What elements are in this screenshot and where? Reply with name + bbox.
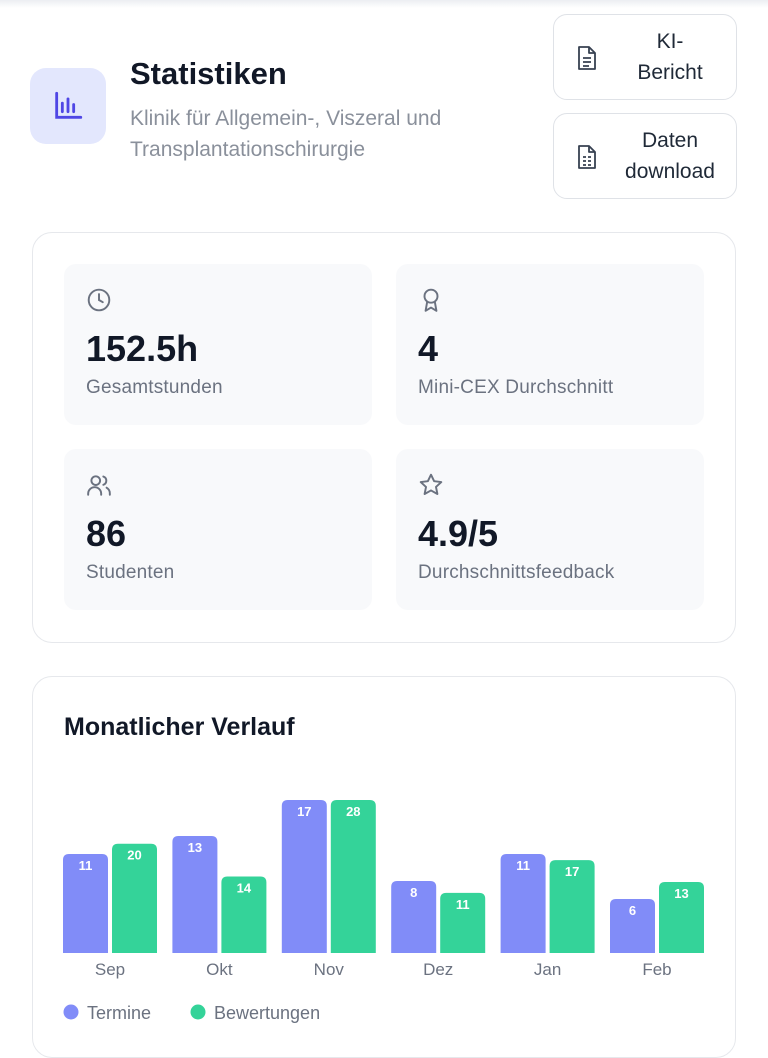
button-label: Daten download (604, 125, 736, 187)
top-shadow (0, 0, 768, 8)
bar (659, 881, 704, 953)
stat-value: 4 (418, 328, 439, 369)
x-tick-label: Feb (642, 960, 671, 979)
stat-tile: 4.9/5 Durchschnittsfeedback (396, 449, 704, 610)
bar (610, 899, 655, 953)
label-line: KI- (656, 30, 684, 53)
stat-value: 4.9/5 (418, 513, 499, 554)
stat-value: 86 (86, 513, 127, 554)
stat-label: Studenten (86, 562, 175, 583)
bar-value-label: 11 (516, 858, 530, 873)
download-button[interactable]: Daten download (553, 113, 737, 199)
bar-value-label: 8 (410, 885, 417, 900)
stat-tile: 86 Studenten (64, 449, 372, 610)
bar-value-label: 14 (237, 881, 252, 896)
header-icon (30, 68, 106, 144)
label-line: Bericht (637, 61, 703, 84)
button-label: KI- Bericht (604, 26, 736, 88)
bar-value-label: 28 (346, 804, 360, 819)
bar-value-label: 13 (674, 886, 688, 901)
bar-value-label: 11 (456, 897, 470, 912)
bar (500, 854, 546, 953)
bar (63, 854, 108, 953)
page-subtitle: Klinik für Allgemein-, Viszeral und Tran… (130, 107, 442, 161)
x-tick-label: Dez (423, 960, 453, 979)
stat-tile: 4 Mini-CEX Durchschnitt (396, 264, 704, 425)
legend-label: Bewertungen (214, 1003, 320, 1023)
bar-value-label: 17 (297, 804, 311, 819)
bar (221, 876, 267, 953)
bar (172, 836, 218, 953)
stat-tile: 152.5h Gesamtstunden (64, 264, 372, 425)
bar-value-label: 20 (127, 848, 141, 863)
x-tick-label: Jan (534, 960, 561, 979)
bar (281, 800, 327, 953)
x-tick-label: Okt (206, 960, 233, 979)
stat-label: Gesamtstunden (86, 377, 223, 398)
legend-swatch (190, 1004, 206, 1020)
legend-label: Termine (87, 1003, 151, 1023)
label-line: Daten (641, 129, 699, 152)
stats-card: 152.5h Gesamtstunden 4 Mini-CEX Durchsch… (32, 232, 736, 643)
stat-label: Mini-CEX Durchschnitt (418, 377, 614, 398)
bar (112, 843, 157, 953)
label-line: download (625, 160, 715, 183)
legend-swatch (63, 1004, 79, 1020)
bar (440, 892, 486, 953)
bar (549, 860, 595, 953)
bar-value-label: 11 (79, 858, 93, 873)
bar-value-label: 6 (629, 903, 636, 918)
chart: 11 13 17 8 11 6 20 14 28 11 17 13 Sep Okt Nov Dez Jan Feb… (63, 800, 704, 1023)
ki-report-button[interactable]: KI- Bericht (553, 14, 737, 100)
bar-value-label: 13 (188, 840, 202, 855)
bar-value-label: 17 (565, 864, 579, 879)
bar (391, 881, 437, 953)
stat-label: Durchschnittsfeedback (418, 562, 615, 583)
page-title: Statistiken (130, 56, 287, 91)
bar (330, 800, 376, 953)
x-tick-label: Sep (95, 960, 125, 979)
chart-title: Monatlicher Verlauf (64, 713, 295, 741)
stat-value: 152.5h (86, 328, 199, 369)
x-tick-label: Nov (314, 960, 345, 979)
